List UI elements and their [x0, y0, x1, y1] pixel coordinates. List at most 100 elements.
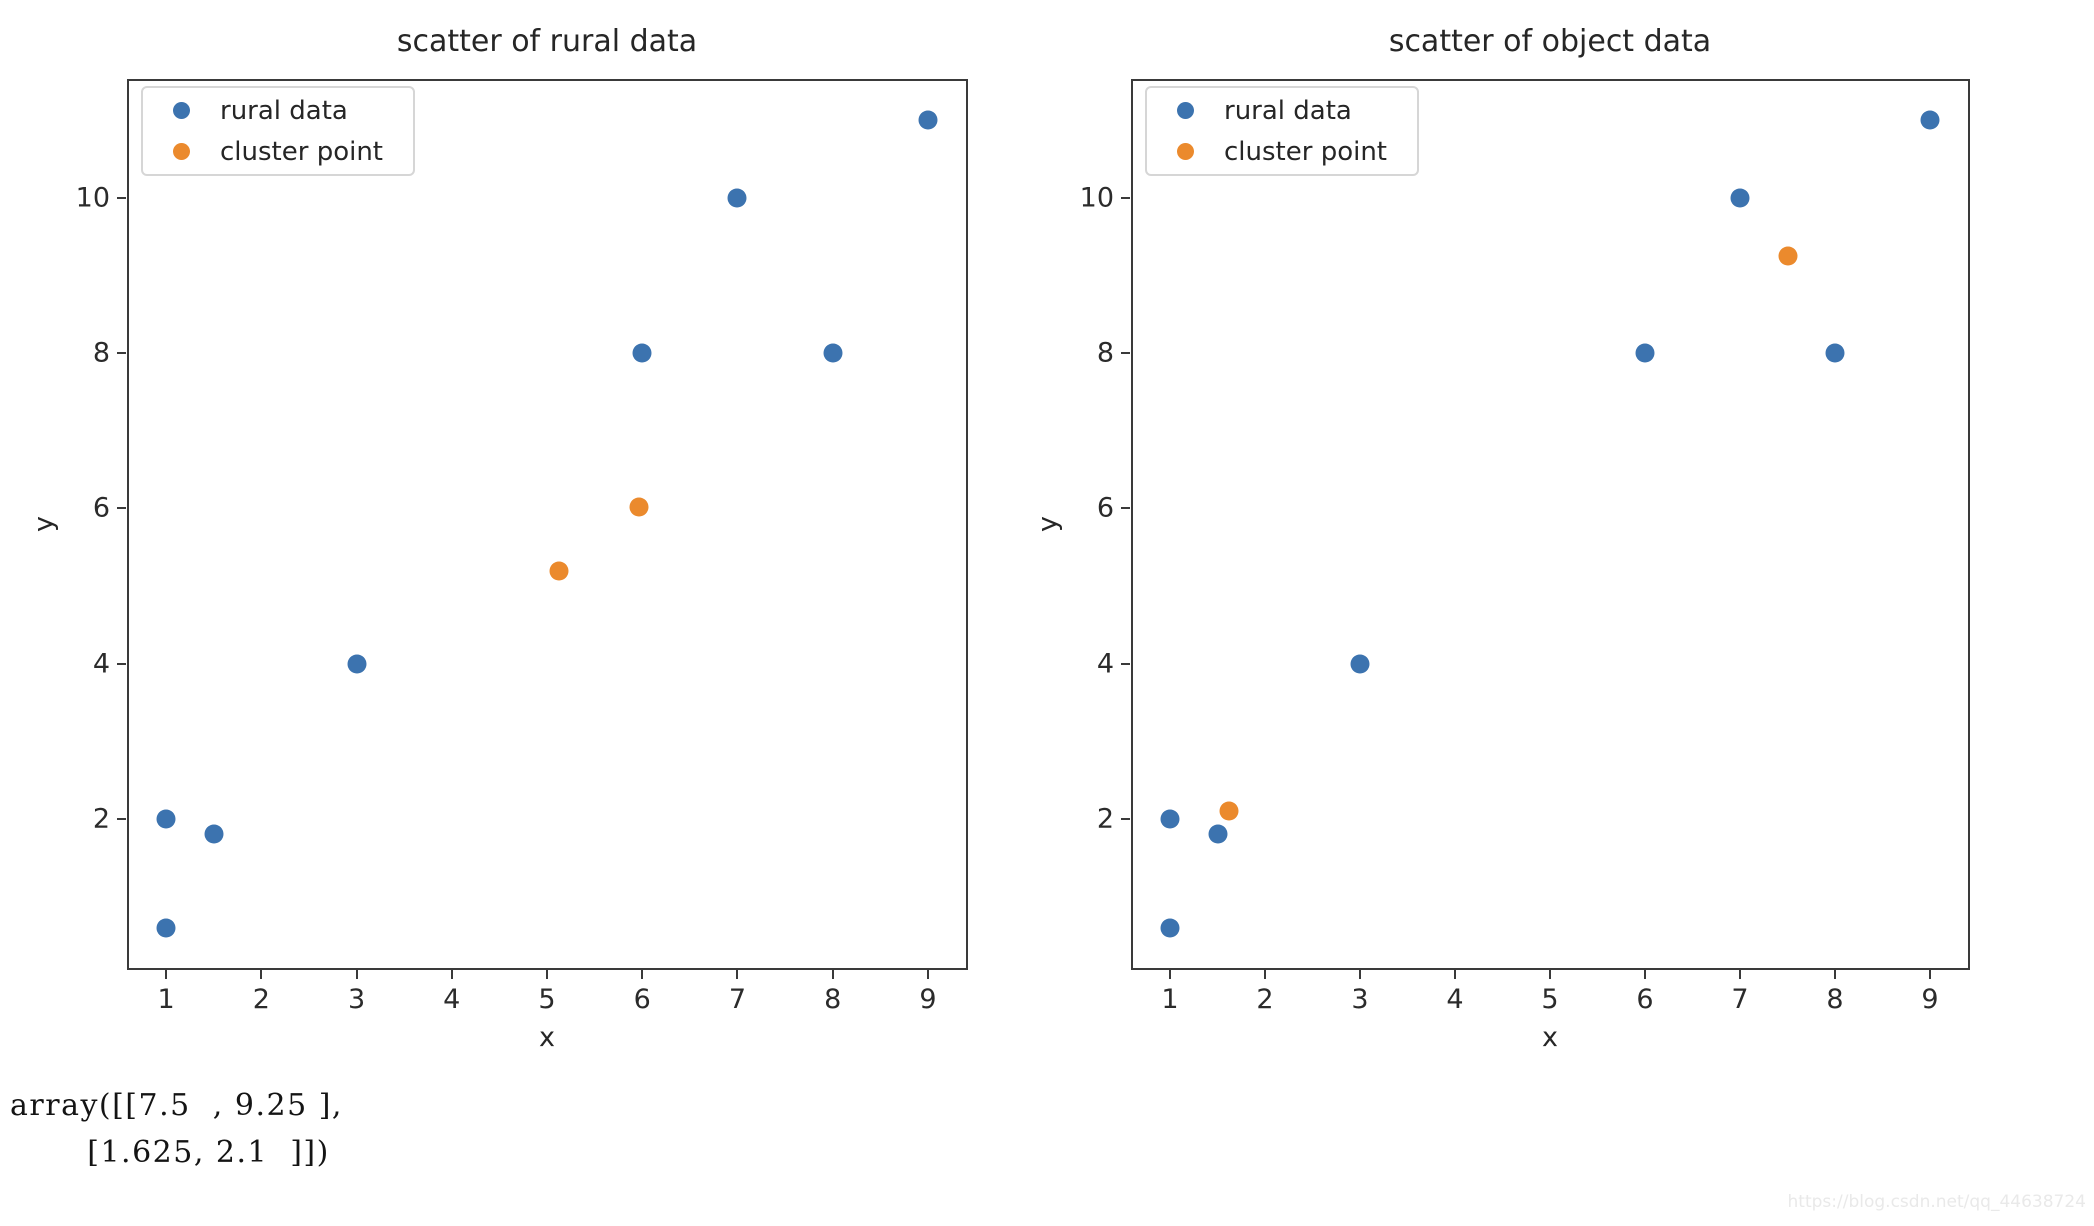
x-tick-label: 8 — [824, 984, 842, 1015]
scatter-point — [1635, 343, 1655, 363]
x-tick-mark — [1929, 970, 1931, 979]
y-tick-mark — [117, 196, 126, 199]
legend-label: cluster point — [1224, 136, 1387, 167]
x-tick-mark — [355, 970, 358, 979]
scatter-point — [1920, 110, 1940, 130]
right-plot-title: scatter of object data — [1388, 24, 1712, 59]
y-tick-label: 4 — [92, 648, 110, 680]
legend-item-rural-data: rural data — [1147, 90, 1417, 131]
x-tick-mark — [1739, 970, 1741, 979]
x-tick-label: 1 — [1161, 984, 1179, 1015]
scatter-point — [1160, 918, 1180, 938]
rural-data-marker-icon — [1177, 102, 1194, 119]
right-legend: rural data cluster point — [1145, 86, 1419, 176]
x-tick-mark — [546, 970, 548, 979]
x-tick-label: 6 — [1636, 984, 1654, 1015]
scatter-point — [1778, 246, 1797, 266]
x-tick-mark — [450, 970, 453, 979]
x-tick-label: 7 — [1731, 984, 1749, 1015]
scatter-point — [727, 188, 747, 208]
y-tick-label: 10 — [1079, 182, 1114, 214]
x-tick-mark — [1644, 970, 1646, 979]
scatter-point — [1730, 188, 1750, 208]
y-tick-mark — [117, 817, 126, 820]
x-tick-label: 5 — [1541, 984, 1559, 1015]
x-tick-label: 5 — [538, 984, 556, 1015]
x-tick-label: 6 — [633, 984, 651, 1015]
cluster-point-marker-icon — [173, 143, 190, 160]
scatter-point — [1160, 809, 1180, 829]
left-x-axis-label: x — [539, 1022, 555, 1053]
scatter-point — [204, 824, 224, 844]
x-tick-label: 9 — [1921, 984, 1939, 1015]
cluster-point-marker-icon — [1177, 143, 1194, 160]
x-tick-mark — [1359, 970, 1361, 979]
left-plot-area — [127, 79, 968, 970]
y-tick-mark — [1121, 662, 1130, 665]
left-legend: rural data cluster point — [141, 86, 415, 176]
legend-item-rural-data: rural data — [143, 90, 413, 131]
y-tick-mark — [117, 507, 126, 510]
y-tick-mark — [117, 662, 126, 665]
x-tick-mark — [165, 970, 168, 979]
x-tick-label: 3 — [1351, 984, 1369, 1015]
right-plot-area — [1131, 79, 1970, 970]
x-tick-label: 7 — [728, 984, 747, 1015]
left-plot-title: scatter of rural data — [396, 24, 698, 59]
y-tick-label: 4 — [1096, 648, 1114, 680]
x-tick-mark — [1169, 970, 1171, 979]
right-x-axis-label: x — [1542, 1022, 1558, 1053]
scatter-point — [823, 343, 843, 363]
scatter-point — [1350, 654, 1370, 674]
x-tick-mark — [1834, 970, 1836, 979]
scatter-point — [549, 561, 569, 581]
legend-label: rural data — [1224, 95, 1352, 126]
rural-data-marker-icon — [173, 102, 190, 119]
y-tick-mark — [1121, 507, 1130, 510]
x-tick-label: 2 — [1256, 984, 1274, 1015]
x-tick-label: 4 — [443, 984, 461, 1015]
y-tick-label: 2 — [1096, 803, 1114, 835]
left-y-axis-label: y — [28, 516, 60, 532]
y-tick-mark — [1121, 817, 1130, 820]
y-tick-label: 10 — [75, 182, 110, 214]
watermark: https://blog.csdn.net/qq_44638724 — [1787, 1192, 2086, 1212]
y-tick-label: 8 — [92, 337, 110, 369]
legend-item-cluster-point: cluster point — [1147, 131, 1417, 172]
scatter-point — [632, 343, 652, 363]
scatter-point — [629, 497, 649, 517]
y-tick-mark — [1121, 352, 1130, 355]
y-tick-label: 6 — [92, 492, 110, 524]
legend-label: rural data — [220, 95, 348, 126]
x-tick-mark — [1454, 970, 1456, 979]
x-tick-label: 2 — [252, 984, 270, 1015]
right-y-axis-label: y — [1032, 516, 1064, 532]
x-tick-mark — [926, 970, 929, 979]
array-output-text: array([[7.5 , 9.25 ], [1.625, 2.1 ]]) — [10, 1088, 343, 1170]
legend-label: cluster point — [220, 136, 383, 167]
scatter-point — [1825, 343, 1845, 363]
y-tick-label: 2 — [92, 803, 110, 835]
x-tick-label: 4 — [1446, 984, 1464, 1015]
scatter-point — [347, 654, 367, 674]
scatter-point — [918, 110, 938, 130]
x-tick-label: 8 — [1826, 984, 1844, 1015]
x-tick-mark — [1549, 970, 1551, 979]
scatter-point — [1219, 801, 1239, 821]
x-tick-label: 9 — [919, 984, 937, 1015]
x-tick-mark — [260, 970, 263, 979]
x-tick-label: 3 — [347, 984, 366, 1015]
x-tick-label: 1 — [157, 984, 175, 1015]
y-tick-mark — [117, 352, 126, 355]
x-tick-mark — [831, 970, 834, 979]
y-tick-label: 6 — [1096, 492, 1114, 524]
x-tick-mark — [1264, 970, 1266, 979]
scatter-point — [156, 809, 176, 829]
x-tick-mark — [641, 970, 644, 979]
scatter-point — [1208, 824, 1227, 844]
scatter-point — [156, 918, 176, 938]
legend-item-cluster-point: cluster point — [143, 131, 413, 172]
y-tick-label: 8 — [1096, 337, 1114, 369]
y-tick-mark — [1121, 196, 1130, 199]
x-tick-mark — [736, 970, 739, 979]
